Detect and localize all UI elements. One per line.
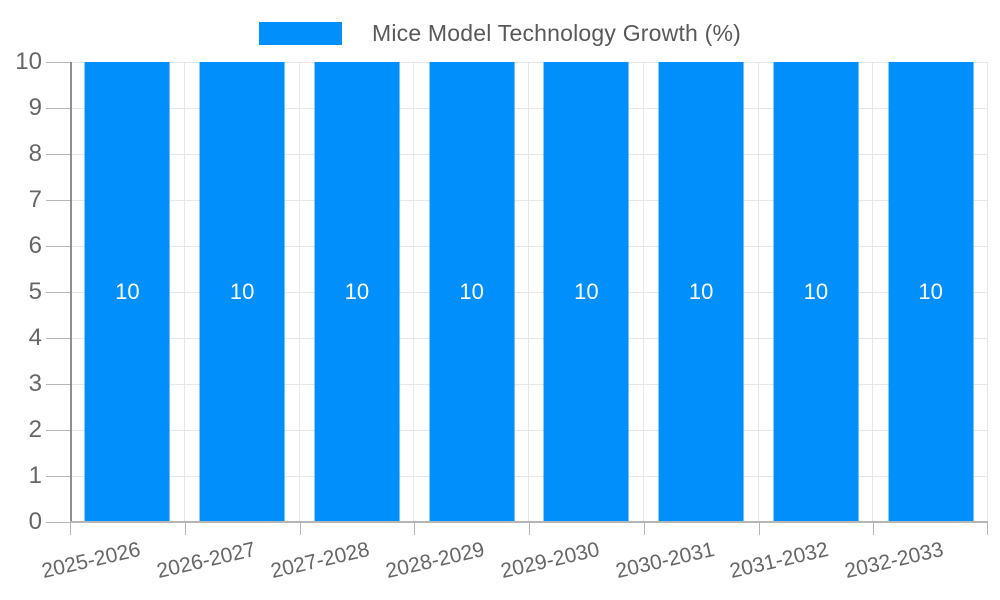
- y-axis-tick-label: 8: [28, 140, 42, 167]
- bar-value-label: 10: [229, 279, 255, 304]
- horizontal-gridline: [70, 338, 988, 339]
- bar-2026-2027[interactable]: 10: [199, 62, 285, 522]
- legend-label: Mice Model Technology Growth (%): [371, 19, 741, 46]
- bar-value-label: 10: [115, 279, 140, 304]
- horizontal-gridline: [70, 154, 988, 155]
- y-axis-tick: [46, 200, 70, 201]
- y-axis-tick-label: 9: [28, 94, 42, 121]
- bar-value-label: 10: [918, 279, 943, 304]
- x-axis-tick: [529, 522, 530, 535]
- y-axis-tick: [46, 476, 70, 477]
- bar-cell: 10: [529, 62, 644, 522]
- bar-2028-2029[interactable]: 10: [429, 62, 515, 522]
- y-axis-tick-label: 2: [28, 416, 42, 443]
- bar-2025-2026[interactable]: 10: [84, 62, 170, 522]
- bar-2031-2032[interactable]: 10: [773, 62, 859, 522]
- y-axis-labels: 10 9 8 7 6 5 4 3 2 1 0: [0, 48, 42, 535]
- horizontal-gridline: [70, 62, 988, 63]
- vertical-gridline: [183, 62, 185, 522]
- bar-cell: 10: [414, 62, 529, 522]
- y-axis-tick-label: 0: [28, 508, 42, 535]
- y-axis-tick: [46, 292, 70, 293]
- bar-value-label: 10: [459, 279, 484, 304]
- vertical-gridline: [987, 62, 988, 522]
- horizontal-gridline: [70, 384, 988, 385]
- horizontal-gridline: [70, 292, 988, 293]
- y-axis-tick-label: 4: [28, 324, 42, 351]
- x-axis-baseline: [70, 521, 988, 523]
- x-axis-tick: [643, 522, 645, 535]
- y-axis-tick-label: 1: [28, 462, 42, 489]
- bar-2030-2031[interactable]: 10: [658, 62, 744, 522]
- y-axis-tick-label: 3: [28, 370, 42, 397]
- bar-cell: 10: [644, 62, 759, 522]
- bar-cell: 10: [185, 62, 300, 522]
- y-axis-tick: [46, 522, 70, 523]
- vertical-gridline: [757, 62, 759, 522]
- vertical-gridline: [528, 62, 529, 522]
- bar-value-label: 10: [344, 279, 370, 304]
- horizontal-gridline: [70, 246, 988, 247]
- y-axis-tick: [46, 338, 70, 339]
- bar-2032-2033[interactable]: 10: [888, 62, 974, 522]
- x-axis-tick-label: 2025-2026: [39, 538, 143, 584]
- y-axis-tick: [46, 154, 70, 155]
- x-label-cell: 2032-2033: [843, 532, 988, 598]
- y-axis-tick-label: 7: [28, 186, 42, 213]
- x-axis-tick: [873, 522, 875, 535]
- horizontal-gridline: [70, 476, 988, 477]
- y-axis-line: [70, 62, 72, 522]
- bar-value-label: 10: [574, 279, 599, 304]
- y-axis-tick: [46, 430, 70, 431]
- y-axis-tick-label: 6: [28, 232, 42, 259]
- bar-value-label: 10: [803, 279, 829, 304]
- bar-2027-2028[interactable]: 10: [314, 62, 400, 522]
- y-axis-tick: [46, 62, 70, 63]
- x-axis-tick: [758, 522, 760, 535]
- vertical-gridline: [872, 62, 874, 522]
- vertical-gridline: [413, 62, 415, 522]
- bar-cell: 10: [759, 62, 874, 522]
- x-axis-tick: [70, 522, 71, 535]
- horizontal-gridline: [70, 108, 988, 109]
- vertical-gridline: [298, 62, 300, 522]
- bar-2029-2030[interactable]: 10: [543, 62, 629, 522]
- bar-cell: 10: [70, 62, 185, 522]
- x-axis-tick: [299, 522, 301, 535]
- horizontal-gridline: [70, 430, 988, 431]
- vertical-gridline: [642, 62, 644, 522]
- legend-item[interactable]: Mice Model Technology Growth (%): [0, 18, 1000, 48]
- bar-cell: 10: [873, 62, 988, 522]
- horizontal-gridline: [70, 200, 988, 201]
- plot-area: 10 10 10 10 10 10 10 10: [46, 62, 988, 535]
- y-axis-tick-label: 10: [15, 48, 42, 75]
- legend-swatch: [258, 21, 342, 45]
- x-axis-tick: [414, 522, 416, 535]
- x-axis-tick: [987, 522, 988, 535]
- y-axis-tick: [46, 384, 70, 385]
- bar-series: 10 10 10 10 10 10 10 10: [70, 62, 988, 522]
- y-axis-tick: [46, 108, 70, 109]
- bar-value-label: 10: [688, 279, 714, 304]
- y-axis-tick-label: 5: [28, 278, 42, 305]
- bar-cell: 10: [300, 62, 415, 522]
- y-axis-tick: [46, 246, 70, 247]
- x-axis-labels: 2025-2026 2026-2027 2027-2028 2028-2029 2029…: [40, 532, 988, 598]
- x-axis-tick: [184, 522, 186, 535]
